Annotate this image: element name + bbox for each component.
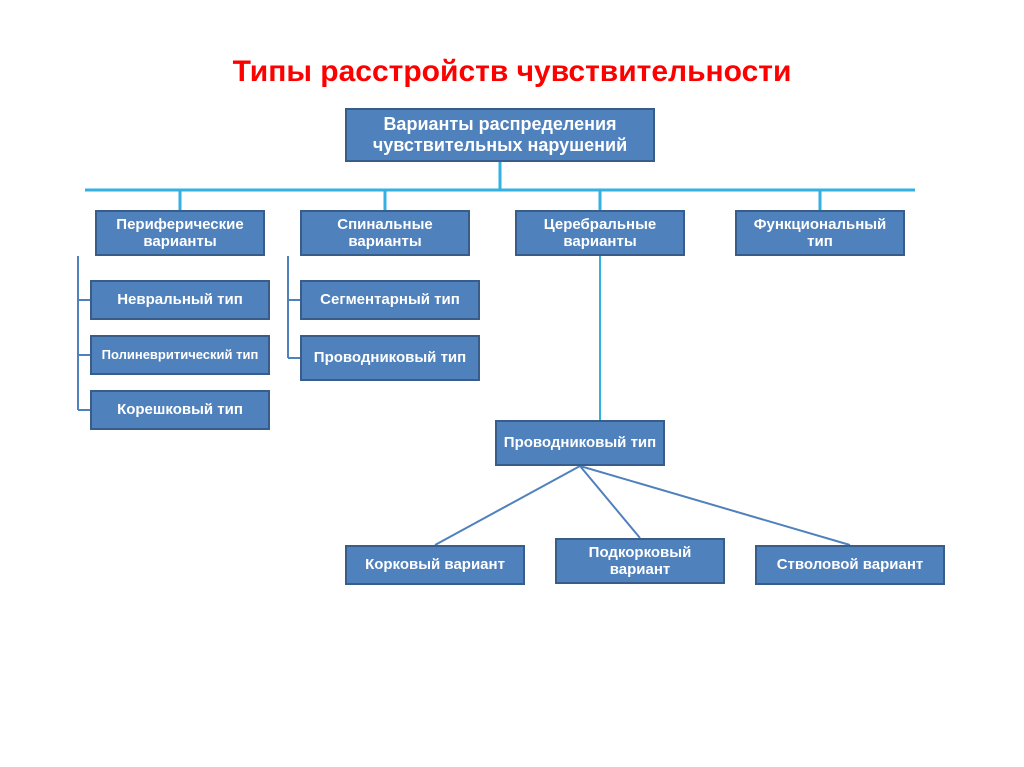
node-conductive-type-spinal: Проводниковый тип (300, 335, 480, 381)
node-branch-cerebral: Церебральные варианты (515, 210, 685, 256)
node-subcortical-variant: Подкорковый вариант (555, 538, 725, 584)
node-polyneuritic-type: Полиневритический тип (90, 335, 270, 375)
node-conductive-type-cerebral: Проводниковый тип (495, 420, 665, 466)
node-branch-functional: Функциональный тип (735, 210, 905, 256)
node-cortical-variant: Корковый вариант (345, 545, 525, 585)
diagram-title: Типы расстройств чувствительности (0, 55, 1024, 89)
node-brainstem-variant: Стволовой вариант (755, 545, 945, 585)
node-segmental-type: Сегментарный тип (300, 280, 480, 320)
node-root: Варианты распределения чувствительных на… (345, 108, 655, 162)
node-neural-type: Невральный тип (90, 280, 270, 320)
node-radicular-type: Корешковый тип (90, 390, 270, 430)
node-branch-spinal: Спинальные варианты (300, 210, 470, 256)
diagram-canvas: Типы расстройств чувствительности Вариан… (0, 0, 1024, 767)
node-branch-peripheral: Периферические варианты (95, 210, 265, 256)
